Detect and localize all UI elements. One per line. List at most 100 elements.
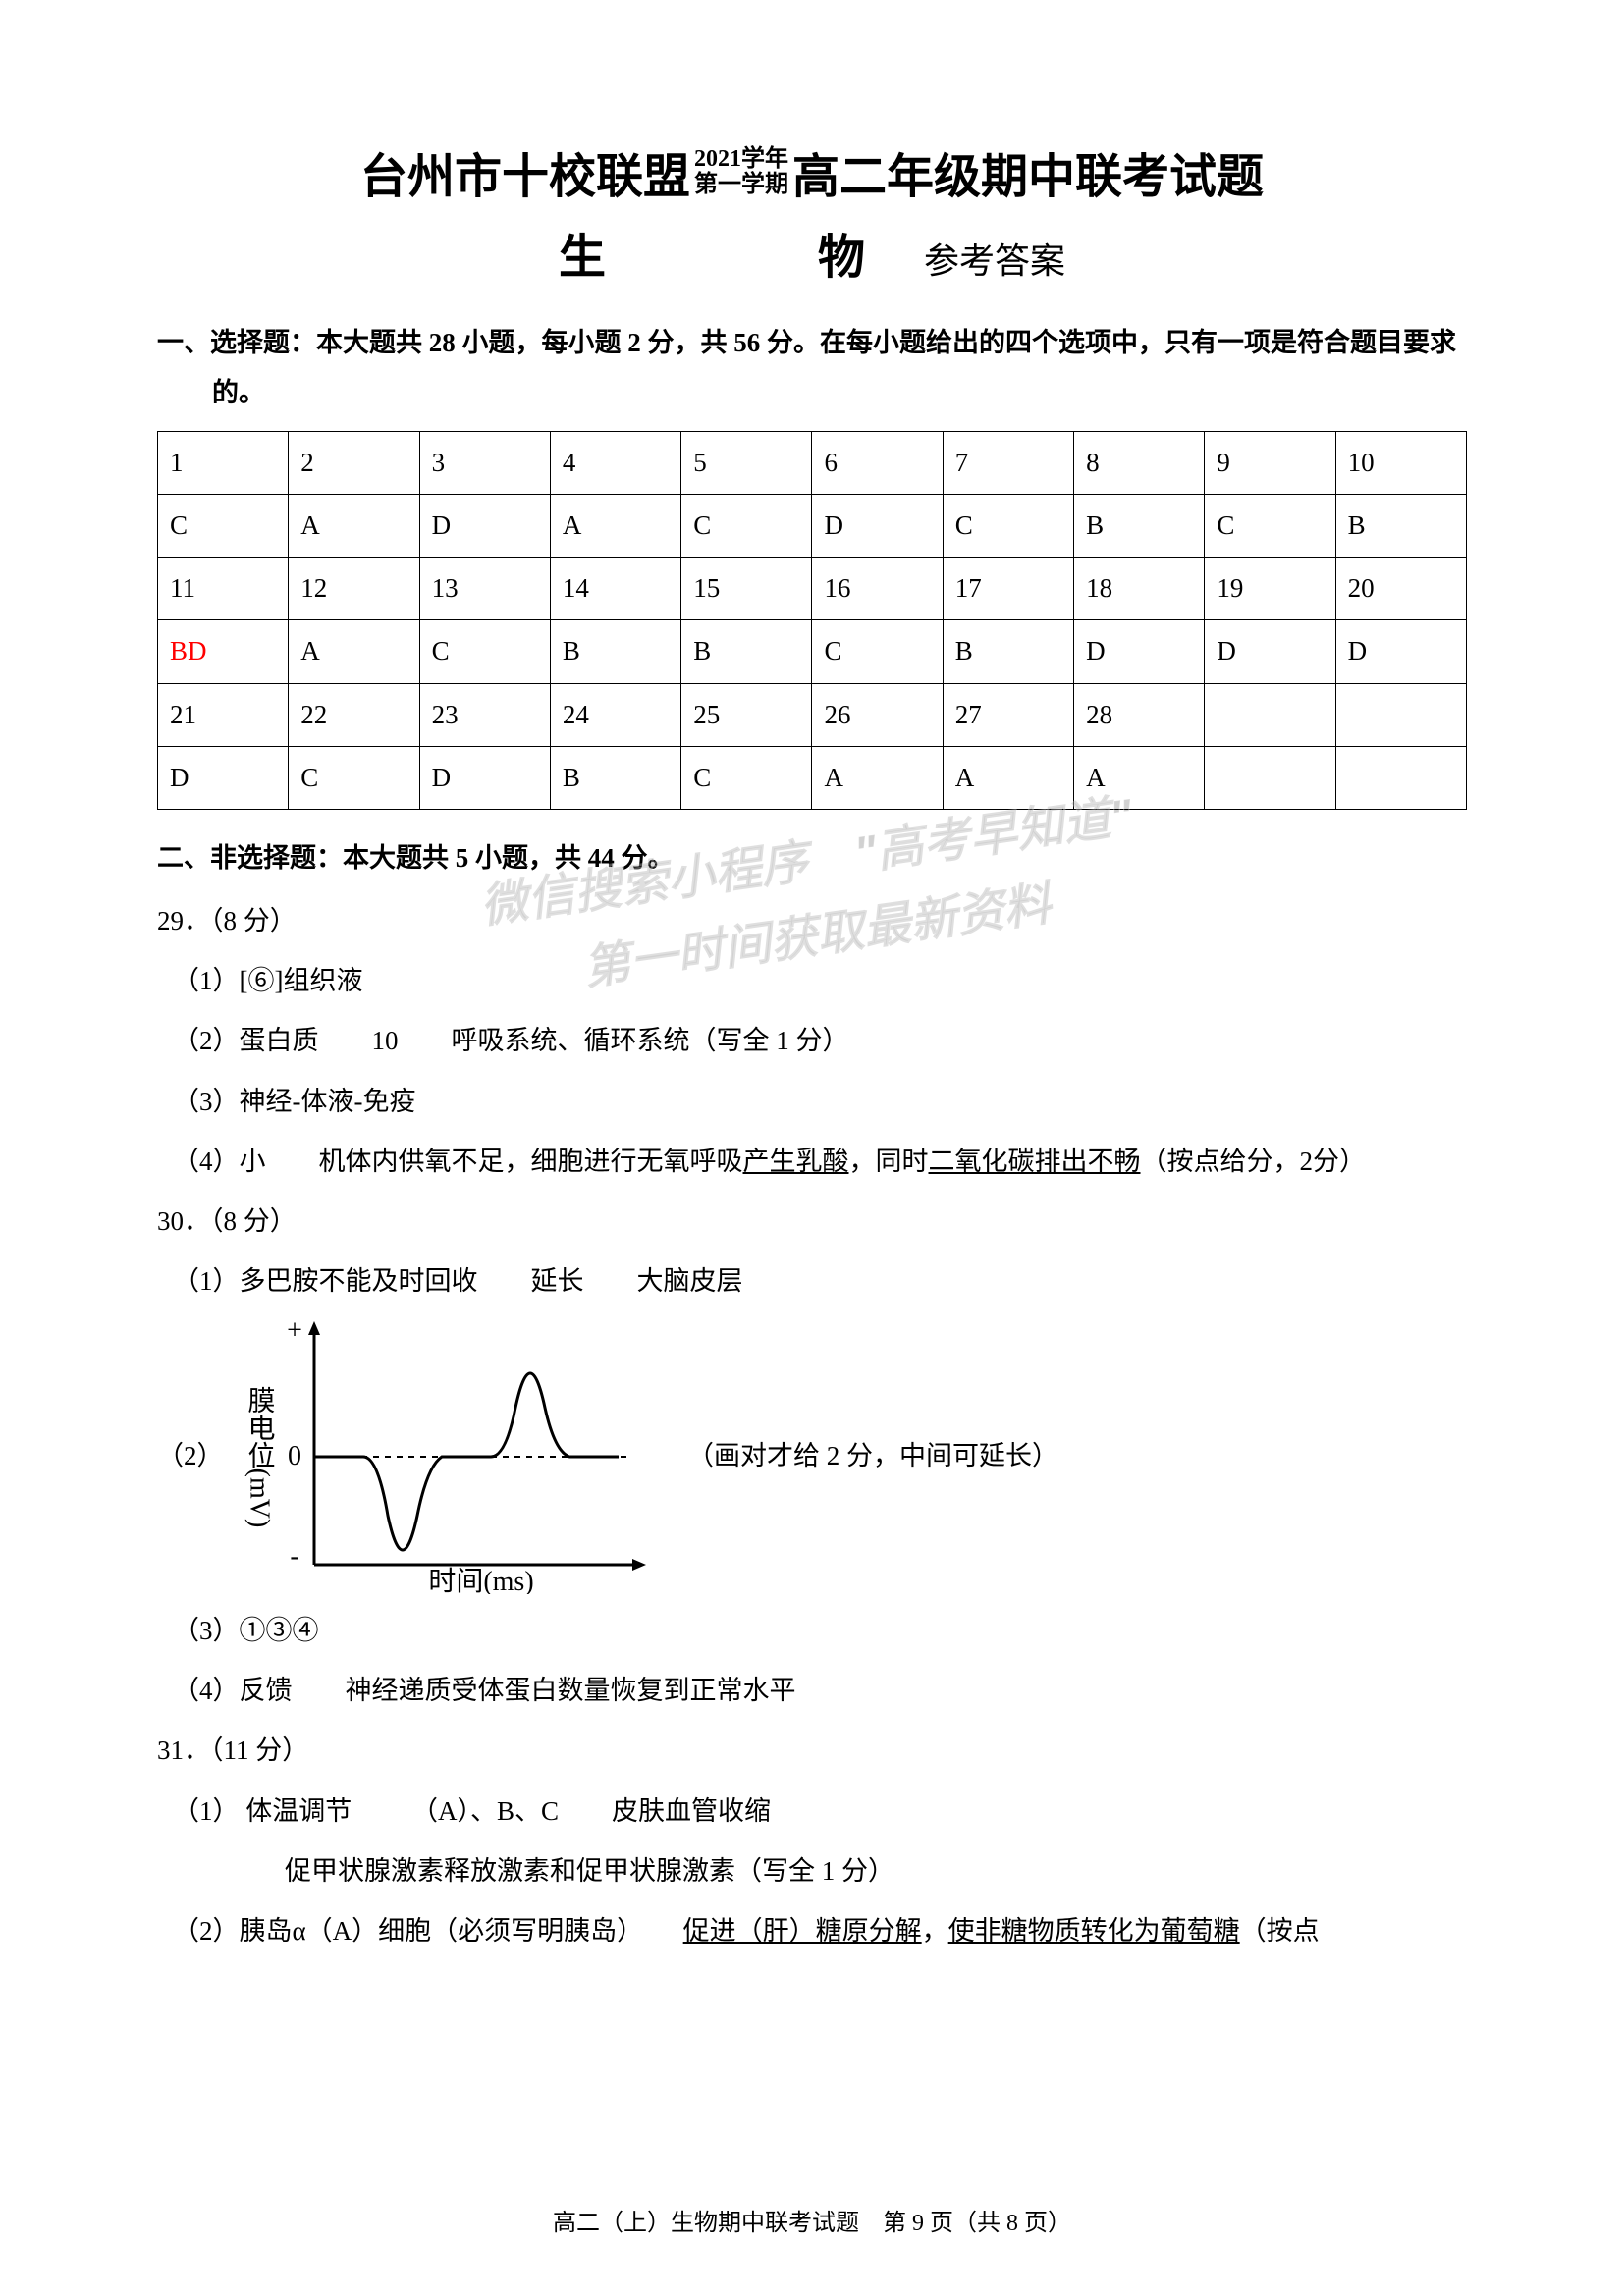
q29-header: 29．（8 分） — [157, 896, 1467, 946]
table-cell: B — [1335, 494, 1466, 557]
table-row: 2122232425262728 — [158, 683, 1467, 746]
table-cell — [1335, 683, 1466, 746]
table-cell: 28 — [1074, 683, 1205, 746]
q31-a2: （2）胰岛α（A）细胞（必须写明胰岛） 促进（肝）糖原分解，使非糖物质转化为葡萄… — [157, 1906, 1467, 1956]
title-year-top: 2021学年 — [694, 146, 788, 172]
table-cell: 26 — [812, 683, 943, 746]
table-cell: 6 — [812, 431, 943, 494]
q29-a4: （4）小 机体内供氧不足，细胞进行无氧呼吸产生乳酸，同时二氧化碳排出不畅（按点给… — [157, 1137, 1467, 1187]
table-row: 11121314151617181920 — [158, 558, 1467, 620]
section1-intro: 一、选择题：本大题共 28 小题，每小题 2 分，共 56 分。在每小题给出的四… — [157, 318, 1467, 419]
table-cell: C — [681, 747, 812, 810]
svg-text:-: - — [290, 1541, 298, 1572]
q31-a2-post: （按点 — [1240, 1916, 1320, 1946]
answer-table: 12345678910CADACDCBCB1112131415161718192… — [157, 431, 1467, 811]
table-cell: D — [419, 494, 550, 557]
table-cell: C — [1205, 494, 1335, 557]
q29-a4-post: （按点给分，2分） — [1141, 1147, 1367, 1176]
table-cell: 3 — [419, 431, 550, 494]
table-cell: 10 — [1335, 431, 1466, 494]
table-row: 12345678910 — [158, 431, 1467, 494]
table-cell: C — [812, 620, 943, 683]
table-cell: 2 — [289, 431, 419, 494]
table-cell: B — [550, 747, 680, 810]
table-cell: A — [943, 747, 1073, 810]
title-part2: 高二年级期中联考试题 — [792, 137, 1264, 206]
table-cell: 27 — [943, 683, 1073, 746]
table-cell: C — [681, 494, 812, 557]
table-cell: D — [812, 494, 943, 557]
table-cell: 22 — [289, 683, 419, 746]
table-cell: 8 — [1074, 431, 1205, 494]
table-cell: B — [943, 620, 1073, 683]
content: 一、选择题：本大题共 28 小题，每小题 2 分，共 56 分。在每小题给出的四… — [157, 318, 1467, 1957]
table-cell — [1335, 747, 1466, 810]
table-cell: 13 — [419, 558, 550, 620]
table-row: DCDBCAAA — [158, 747, 1467, 810]
q31-a2-u1: 促进（肝）糖原分解 — [683, 1916, 922, 1946]
table-cell: C — [158, 494, 289, 557]
title-year-block: 2021学年 第一学期 — [694, 146, 788, 198]
q31-a2-pre: （2）胰岛α（A）细胞（必须写明胰岛） — [173, 1916, 683, 1946]
title-line2: 生 物 参考答案 — [157, 218, 1467, 287]
q29-a4-u2: 二氧化碳排出不畅 — [929, 1147, 1141, 1176]
table-cell: 20 — [1335, 558, 1466, 620]
title-block: 台州市十校联盟 2021学年 第一学期 高二年级期中联考试题 生 物 参考答案 — [157, 137, 1467, 287]
table-row: CADACDCBCB — [158, 494, 1467, 557]
q31-a1-l1: （1） 体温调节 （A）、B、C 皮肤血管收缩 — [157, 1787, 1467, 1837]
q29-a1: （1）[⑥]组织液 — [157, 956, 1467, 1006]
table-cell: 18 — [1074, 558, 1205, 620]
table-cell: 24 — [550, 683, 680, 746]
q29-a2: （2）蛋白质 10 呼吸系统、循环系统（写全 1 分） — [157, 1016, 1467, 1066]
table-cell: C — [419, 620, 550, 683]
table-cell: 11 — [158, 558, 289, 620]
section2-intro: 二、非选择题：本大题共 5 小题，共 44 分。 — [157, 833, 1467, 883]
table-cell: B — [550, 620, 680, 683]
svg-text:+: + — [287, 1319, 302, 1346]
page-footer: 高二（上）生物期中联考试题 第 9 页（共 8 页） — [0, 2203, 1624, 2237]
table-cell — [1205, 747, 1335, 810]
table-cell: D — [1205, 620, 1335, 683]
q30-a1: （1）多巴胺不能及时回收 延长 大脑皮层 — [157, 1256, 1467, 1307]
q30-a2-caption: （画对才给 2 分，中间可延长） — [687, 1431, 1058, 1481]
title-line1: 台州市十校联盟 2021学年 第一学期 高二年级期中联考试题 — [157, 137, 1467, 206]
table-cell: A — [812, 747, 943, 810]
table-cell: 14 — [550, 558, 680, 620]
table-cell: C — [289, 747, 419, 810]
q29-a3: （3）神经-体液-免疫 — [157, 1077, 1467, 1127]
table-cell: A — [289, 494, 419, 557]
q30-a2-prefix: （2） — [157, 1431, 236, 1481]
q31-a2-mid: ， — [922, 1916, 948, 1946]
q30-a4: （4）反馈 神经递质受体蛋白数量恢复到正常水平 — [157, 1666, 1467, 1716]
title-subject: 生 物 — [559, 218, 904, 287]
q30-figure-row: （2） +0-膜电位(mV)时间(ms) （画对才给 2 分，中间可延长） — [157, 1319, 1467, 1594]
table-cell: 1 — [158, 431, 289, 494]
table-cell: B — [1074, 494, 1205, 557]
q30-header: 30．（8 分） — [157, 1197, 1467, 1247]
q31-a1-l2: 促甲状腺激素释放激素和促甲状腺激素（写全 1 分） — [157, 1846, 1467, 1896]
svg-text:膜电位(mV): 膜电位(mV) — [244, 1385, 276, 1527]
table-cell: 4 — [550, 431, 680, 494]
table-cell: C — [943, 494, 1073, 557]
q31-a2-u2: 使非糖物质转化为葡萄糖 — [948, 1916, 1240, 1946]
table-cell: 16 — [812, 558, 943, 620]
q30-a3: （3）①③④ — [157, 1606, 1467, 1656]
title-part1: 台州市十校联盟 — [360, 137, 690, 206]
svg-text:0: 0 — [288, 1441, 301, 1471]
table-cell: 5 — [681, 431, 812, 494]
table-cell: A — [289, 620, 419, 683]
table-cell: A — [550, 494, 680, 557]
table-cell: 7 — [943, 431, 1073, 494]
table-row: BDACBBCBDDD — [158, 620, 1467, 683]
table-cell: D — [419, 747, 550, 810]
table-cell: D — [158, 747, 289, 810]
q29-a4-u1: 产生乳酸 — [743, 1147, 849, 1176]
table-cell: 23 — [419, 683, 550, 746]
table-cell: A — [1074, 747, 1205, 810]
q31-header: 31．（11 分） — [157, 1726, 1467, 1776]
table-cell: B — [681, 620, 812, 683]
table-cell: 19 — [1205, 558, 1335, 620]
table-cell: 17 — [943, 558, 1073, 620]
table-cell: D — [1074, 620, 1205, 683]
table-cell: 21 — [158, 683, 289, 746]
